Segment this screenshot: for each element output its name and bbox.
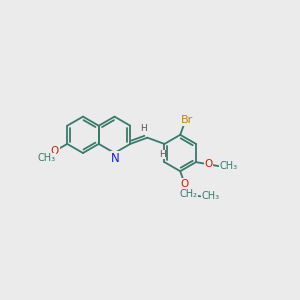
Text: H: H	[140, 124, 147, 133]
Text: N: N	[111, 152, 119, 165]
Text: O: O	[204, 159, 213, 169]
Text: O: O	[51, 146, 59, 156]
Text: CH₂: CH₂	[179, 189, 197, 199]
Text: CH₃: CH₃	[201, 191, 219, 201]
Text: Br: Br	[181, 115, 193, 125]
Text: H: H	[159, 150, 166, 159]
Text: O: O	[180, 179, 188, 189]
Text: CH₃: CH₃	[38, 153, 56, 163]
Text: CH₃: CH₃	[220, 161, 238, 171]
